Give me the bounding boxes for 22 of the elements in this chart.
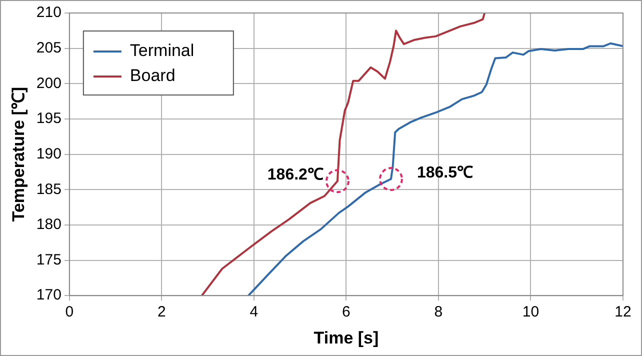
annotation: 186.5℃ — [416, 164, 474, 182]
x-tick-label: 8 — [434, 304, 443, 321]
y-axis-title: Temperature [℃] — [8, 86, 28, 222]
y-tick-label: 205 — [36, 39, 62, 56]
x-tick-label: 10 — [522, 304, 540, 321]
y-tick-label: 175 — [36, 251, 62, 268]
y-tick-label: 190 — [36, 145, 62, 162]
x-tick-label: 6 — [342, 304, 350, 321]
y-tick-label: 185 — [36, 180, 62, 198]
legend-label: Terminal — [130, 41, 194, 60]
annotation: 186.2℃ — [267, 166, 324, 184]
x-tick-label: 12 — [614, 304, 632, 321]
x-tick-label: 4 — [250, 304, 258, 321]
legend-label: Board — [130, 66, 176, 86]
y-tick-label: 200 — [36, 74, 62, 92]
x-tick-label: 2 — [158, 304, 166, 321]
x-tick-label: 0 — [65, 304, 74, 321]
y-tick-label: 170 — [36, 286, 62, 304]
y-tick-label: 195 — [36, 110, 62, 128]
x-axis-title: Time [s] — [314, 328, 379, 348]
y-tick-label: 180 — [36, 216, 62, 234]
y-tick-label: 210 — [36, 4, 62, 22]
